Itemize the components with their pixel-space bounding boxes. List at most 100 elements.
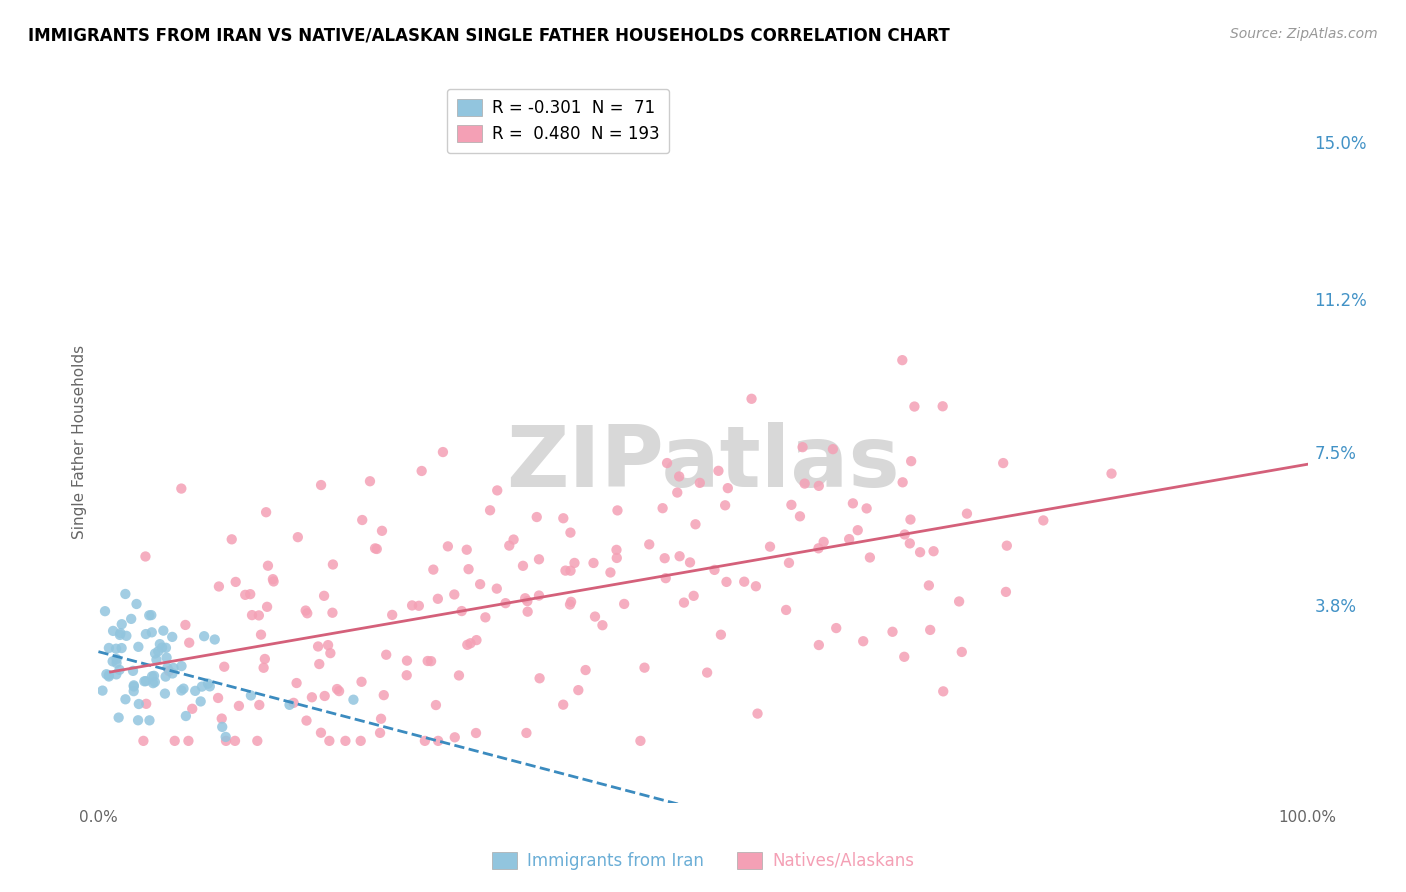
Point	[582, 556, 605, 570]
Point	[184, 684, 207, 698]
Point	[319, 646, 342, 660]
Point	[948, 594, 970, 608]
Point	[208, 579, 231, 593]
Point	[855, 501, 877, 516]
Point	[560, 525, 582, 540]
Point	[233, 588, 256, 602]
Point	[479, 503, 502, 517]
Point	[486, 483, 509, 498]
Point	[246, 734, 269, 748]
Point	[105, 641, 128, 656]
Legend: R = -0.301  N =  71, R =  0.480  N = 193: R = -0.301 N = 71, R = 0.480 N = 193	[447, 88, 669, 153]
Point	[893, 649, 915, 664]
Point	[253, 652, 276, 666]
Point	[149, 637, 172, 651]
Point	[891, 353, 914, 368]
Point	[197, 676, 219, 690]
Point	[278, 698, 301, 712]
Text: IMMIGRANTS FROM IRAN VS NATIVE/ALASKAN SINGLE FATHER HOUSEHOLDS CORRELATION CHAR: IMMIGRANTS FROM IRAN VS NATIVE/ALASKAN S…	[28, 27, 950, 45]
Point	[148, 644, 170, 658]
Point	[368, 726, 391, 740]
Point	[813, 535, 835, 549]
Point	[956, 507, 979, 521]
Point	[173, 681, 195, 696]
Point	[716, 574, 738, 589]
Point	[150, 640, 173, 655]
Point	[335, 734, 357, 748]
Point	[502, 533, 524, 547]
Point	[350, 674, 373, 689]
Point	[250, 628, 273, 642]
Point	[127, 640, 149, 654]
Point	[181, 702, 204, 716]
Point	[465, 726, 488, 740]
Point	[515, 726, 537, 740]
Point	[321, 606, 343, 620]
Point	[807, 541, 830, 556]
Point	[567, 683, 589, 698]
Point	[613, 597, 636, 611]
Point	[605, 542, 627, 557]
Point	[228, 698, 250, 713]
Point	[994, 585, 1017, 599]
Point	[247, 698, 270, 712]
Point	[689, 475, 711, 490]
Point	[240, 608, 263, 623]
Point	[211, 720, 233, 734]
Point	[898, 536, 921, 550]
Point	[318, 734, 340, 748]
Point	[775, 603, 797, 617]
Point	[450, 604, 472, 618]
Point	[931, 399, 953, 413]
Point	[793, 476, 815, 491]
Point	[314, 689, 336, 703]
Point	[666, 485, 689, 500]
Point	[138, 608, 160, 623]
Point	[163, 734, 186, 748]
Point	[153, 687, 176, 701]
Point	[918, 578, 941, 592]
Point	[759, 540, 782, 554]
Point	[134, 549, 156, 564]
Point	[364, 541, 387, 556]
Point	[891, 475, 914, 490]
Point	[443, 587, 465, 601]
Point	[745, 579, 768, 593]
Point	[707, 464, 730, 478]
Point	[135, 674, 157, 689]
Point	[437, 540, 460, 554]
Point	[696, 665, 718, 680]
Point	[950, 645, 973, 659]
Point	[143, 647, 166, 661]
Point	[105, 656, 128, 670]
Point	[651, 501, 673, 516]
Point	[145, 653, 167, 667]
Point	[309, 725, 332, 739]
Point	[714, 499, 737, 513]
Point	[900, 512, 922, 526]
Point	[583, 609, 606, 624]
Y-axis label: Single Father Households: Single Father Households	[72, 344, 87, 539]
Point	[97, 640, 120, 655]
Point	[792, 440, 814, 454]
Point	[239, 689, 262, 703]
Point	[778, 556, 800, 570]
Point	[155, 670, 177, 684]
Point	[922, 544, 945, 558]
Point	[717, 481, 740, 495]
Point	[852, 634, 875, 648]
Point	[527, 552, 550, 566]
Point	[94, 604, 117, 618]
Point	[457, 562, 479, 576]
Point	[101, 624, 124, 638]
Point	[308, 657, 330, 671]
Point	[373, 688, 395, 702]
Point	[297, 607, 319, 621]
Text: Source: ZipAtlas.com: Source: ZipAtlas.com	[1230, 27, 1378, 41]
Point	[114, 587, 136, 601]
Point	[465, 633, 488, 648]
Point	[215, 734, 238, 748]
Point	[359, 475, 381, 489]
Point	[322, 558, 344, 572]
Point	[174, 618, 197, 632]
